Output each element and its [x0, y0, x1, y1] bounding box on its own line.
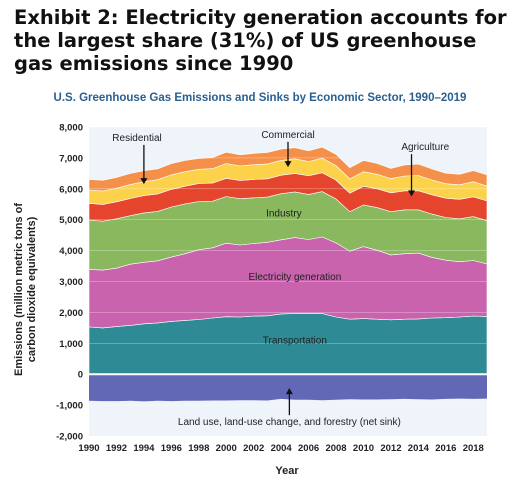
y-tick-label: 8,000 [59, 123, 83, 134]
x-tick-label: 2000 [216, 443, 237, 454]
x-tick-label: 2014 [408, 443, 430, 454]
arrowhead [285, 388, 293, 395]
y-tick-label: 3,000 [59, 277, 83, 288]
x-tick-label: 2016 [435, 443, 456, 454]
annotations: Residential Commercial Agriculture Industry… [112, 130, 449, 428]
y-tick-label: -2,000 [56, 432, 83, 443]
y-tick-label: 6,000 [59, 184, 83, 195]
annotation-land: Land use, land-use change, and forestry … [178, 417, 401, 428]
y-tick-label: 7,000 [59, 153, 83, 164]
y-axis-label: Emissions (million metric tons ofcarbon … [13, 203, 38, 376]
x-axis-ticks: 1990 1992 1994 1996 1998 2000 2002 2004 2006 2008… [78, 443, 483, 454]
annotation-transportation: Transportation [263, 335, 327, 346]
x-tick-label: 1990 [78, 443, 99, 454]
x-tick-label: 2010 [353, 443, 374, 454]
x-tick-label: 1994 [133, 443, 155, 454]
y-tick-label: 0 [78, 370, 83, 381]
y-axis-label-line: carbon dioxide equivalents) [26, 216, 38, 362]
x-axis-label: Year [275, 465, 299, 477]
annotation-electricity: Electricity generation [248, 272, 341, 283]
x-tick-label: 1992 [106, 443, 127, 454]
x-tick-label: 2018 [463, 443, 484, 454]
y-tick-label: 4,000 [59, 246, 83, 257]
y-axis-ticks: -2,000 -1,000 0 1,000 2,000 3,000 4,000 5,000 6,… [56, 123, 83, 443]
arrowhead [140, 178, 148, 185]
annotation-commercial: Commercial [261, 130, 314, 141]
gridlines [89, 126, 487, 437]
area-land-use-net-sink [89, 374, 487, 402]
x-tick-label: 2012 [380, 443, 401, 454]
x-tick-label: 2008 [325, 443, 346, 454]
y-tick-label: 2,000 [59, 308, 83, 319]
x-tick-label: 2006 [298, 443, 319, 454]
y-axis-label-line: Emissions (million metric tons of [13, 203, 25, 376]
y-tick-label: -1,000 [56, 401, 83, 412]
x-tick-label: 1998 [188, 443, 209, 454]
y-tick-label: 5,000 [59, 215, 83, 226]
annotation-industry: Industry [266, 209, 302, 220]
arrowhead [408, 190, 416, 197]
y-tick-label: 1,000 [59, 339, 83, 350]
annotation-agriculture: Agriculture [401, 142, 449, 153]
x-tick-label: 2004 [271, 443, 293, 454]
exhibit-title: Exhibit 2: Electricity generation accoun… [14, 6, 507, 75]
chart-title: U.S. Greenhouse Gas Emissions and Sinks … [54, 92, 467, 104]
annotation-residential: Residential [112, 133, 161, 144]
arrowhead [284, 161, 292, 168]
x-tick-label: 2002 [243, 443, 264, 454]
x-tick-label: 1996 [161, 443, 182, 454]
